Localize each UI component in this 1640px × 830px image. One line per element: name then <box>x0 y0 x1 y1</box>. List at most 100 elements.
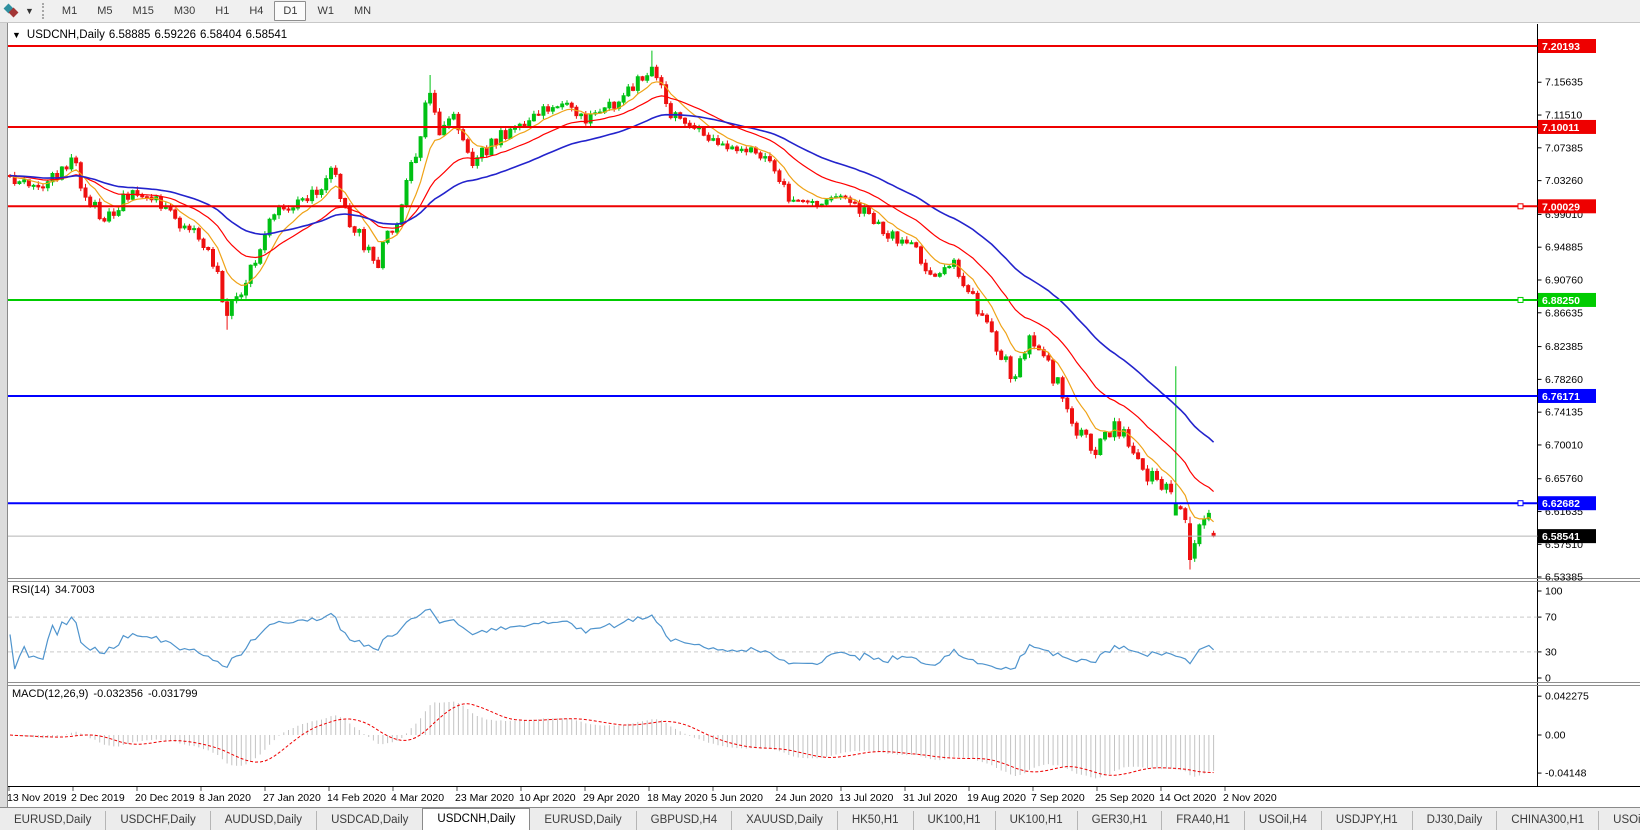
timeframe-button-w1[interactable]: W1 <box>317 5 334 17</box>
tab-usdchf-daily[interactable]: USDCHF,Daily <box>105 811 209 830</box>
price-label-box <box>1538 39 1596 53</box>
price-tick-label: 6.94885 <box>1545 242 1583 254</box>
tab-usoil-h1[interactable]: USOil,H1 <box>1598 811 1640 830</box>
tab-usdjpy-h1[interactable]: USDJPY,H1 <box>1320 811 1412 830</box>
tab-usdcnh-daily[interactable]: USDCNH,Daily <box>422 808 531 830</box>
rsi-panel <box>8 608 1538 670</box>
tab-audusd-daily[interactable]: AUDUSD,Daily <box>209 811 316 830</box>
macd-histogram <box>14 701 1215 779</box>
price-label-box <box>1538 199 1596 214</box>
price-label-box <box>1538 496 1596 511</box>
date-label: 13 Jul 2020 <box>839 792 893 804</box>
price-tick-label: 6.90760 <box>1545 274 1583 286</box>
horizontal-line-7.10011[interactable]: 7.10011 <box>8 119 1596 134</box>
date-label: 18 May 2020 <box>647 792 708 804</box>
timeframe-group: M1 M5 M15 M30 H1 H4 D1 W1 MN <box>52 1 381 21</box>
timeframe-button-h1[interactable]: H1 <box>215 5 230 17</box>
timeframe-button-h4[interactable]: H4 <box>249 5 264 17</box>
date-label: 14 Feb 2020 <box>327 792 386 804</box>
tab-china300-h1[interactable]: CHINA300,H1 <box>1496 811 1598 830</box>
rsi-line <box>9 608 1215 670</box>
bottom-tab-bar: EURUSD,Daily USDCHF,Daily AUDUSD,Daily USDC… <box>0 807 1640 830</box>
timeframe-button-m30[interactable]: M30 <box>173 5 196 17</box>
macd-signal-value: -0.031799 <box>147 688 198 700</box>
tab-ger30-h1[interactable]: GER30,H1 <box>1076 811 1162 830</box>
line-handle[interactable] <box>1517 500 1524 507</box>
tab-fra40-h1[interactable]: FRA40,H1 <box>1161 811 1244 830</box>
timeframe-button-d1[interactable]: D1 <box>274 1 307 21</box>
price-label-box <box>1538 119 1596 134</box>
macd-tick-label: 0.00 <box>1545 730 1566 742</box>
timeframe-button-m15[interactable]: M15 <box>132 5 154 17</box>
chart-dropdown-icon[interactable]: ▼ <box>12 30 21 40</box>
tab-usoil-h4[interactable]: USOil,H4 <box>1243 811 1321 830</box>
date-label: 25 Sep 2020 <box>1095 792 1155 804</box>
price-tick-label: 7.07385 <box>1545 142 1583 154</box>
open-value: 6.58885 <box>108 29 151 41</box>
macd-signal-line <box>9 703 1214 776</box>
chevron-down-icon[interactable]: ▼ <box>25 6 34 16</box>
tab-xauusd-daily[interactable]: XAUUSD,Daily <box>731 811 837 830</box>
price-tick-label: 6.82385 <box>1545 341 1583 353</box>
medium-ma-line[interactable] <box>9 95 1214 493</box>
chart-title: ▼ USDCNH,Daily 6.58885 6.59226 6.58404 6.5854… <box>12 29 291 41</box>
horizontal-line-6.76171[interactable]: 6.76171 <box>8 388 1596 403</box>
diamond-icon <box>8 7 19 18</box>
low-value: 6.58404 <box>200 29 242 41</box>
tab-eurusd-daily[interactable]: EURUSD,Daily <box>544 814 622 826</box>
toolbar-grip[interactable] <box>41 3 44 19</box>
down-candle-bodies <box>8 66 1216 560</box>
price-tick-label: 6.74135 <box>1545 407 1583 419</box>
date-label: 5 Jun 2020 <box>711 792 763 804</box>
tab-hk50-h1[interactable]: HK50,H1 <box>836 811 913 830</box>
window-left-border <box>0 22 8 808</box>
line-handle[interactable] <box>1517 296 1524 303</box>
current-price-label: 6.58541 <box>1542 531 1580 543</box>
date-label: 7 Sep 2020 <box>1031 792 1085 804</box>
horizontal-line-7.00029[interactable]: 7.00029 <box>8 199 1596 214</box>
date-label: 14 Oct 2020 <box>1159 792 1216 804</box>
tab-gbpusd-h4[interactable]: GBPUSD,H4 <box>635 811 731 830</box>
tab-uk100-h1[interactable]: UK100,H1 <box>994 811 1077 830</box>
line-handle[interactable] <box>1517 203 1524 210</box>
date-label: 20 Dec 2019 <box>135 792 195 804</box>
top-toolbar: ▼ M1 M5 M15 M30 H1 H4 D1 W1 MN <box>0 0 1640 23</box>
macd-value: -0.032356 <box>93 688 143 700</box>
down-candle-wicks <box>9 64 1215 570</box>
close-value: 6.58541 <box>245 29 288 41</box>
timeframe-button-mn[interactable]: MN <box>353 5 372 17</box>
date-label: 8 Jan 2020 <box>199 792 251 804</box>
date-label: 2 Nov 2020 <box>1223 792 1277 804</box>
date-label: 24 Jun 2020 <box>775 792 833 804</box>
horizontal-line-6.88250[interactable]: 6.88250 <box>8 292 1596 307</box>
macd-panel <box>9 701 1215 779</box>
price-tick-label: 6.70010 <box>1545 439 1583 451</box>
chart-style-icon[interactable] <box>3 3 23 19</box>
rsi-tick-label: 100 <box>1545 586 1563 598</box>
price-label-box <box>1538 388 1596 403</box>
slow-ma-line[interactable] <box>9 113 1215 443</box>
hline-price-label: 6.88250 <box>1542 295 1580 307</box>
date-label: 2 Dec 2019 <box>71 792 125 804</box>
timeframe-button-m1[interactable]: M1 <box>61 5 78 17</box>
price-tick-label: 6.53385 <box>1545 572 1583 584</box>
fast-ma-line[interactable] <box>9 81 1214 523</box>
price-tick-label: 7.11510 <box>1545 110 1582 122</box>
tab-uk100-h1[interactable]: UK100,H1 <box>912 811 995 830</box>
hline-price-label: 7.00029 <box>1542 201 1580 213</box>
tab-usdcad-daily[interactable]: USDCAD,Daily <box>316 811 422 830</box>
date-label: 29 Apr 2020 <box>583 792 640 804</box>
date-label: 31 Jul 2020 <box>903 792 957 804</box>
tab-dj30-daily[interactable]: DJ30,Daily <box>1411 811 1497 830</box>
timeframe-button-m5[interactable]: M5 <box>97 5 113 17</box>
date-label: 27 Jan 2020 <box>263 792 321 804</box>
price-tick-label: 7.03260 <box>1545 175 1583 187</box>
horizontal-line-6.62682[interactable]: 6.62682 <box>8 496 1596 511</box>
current-price-box <box>1538 529 1596 544</box>
tab-eurusd-daily[interactable]: EURUSD,Daily <box>14 814 92 826</box>
horizontal-line-7.20193[interactable]: 7.20193 <box>8 39 1596 53</box>
date-label: 13 Nov 2019 <box>7 792 67 804</box>
rsi-tick-label: 30 <box>1545 646 1557 658</box>
rsi-value: 34.7003 <box>54 584 95 596</box>
